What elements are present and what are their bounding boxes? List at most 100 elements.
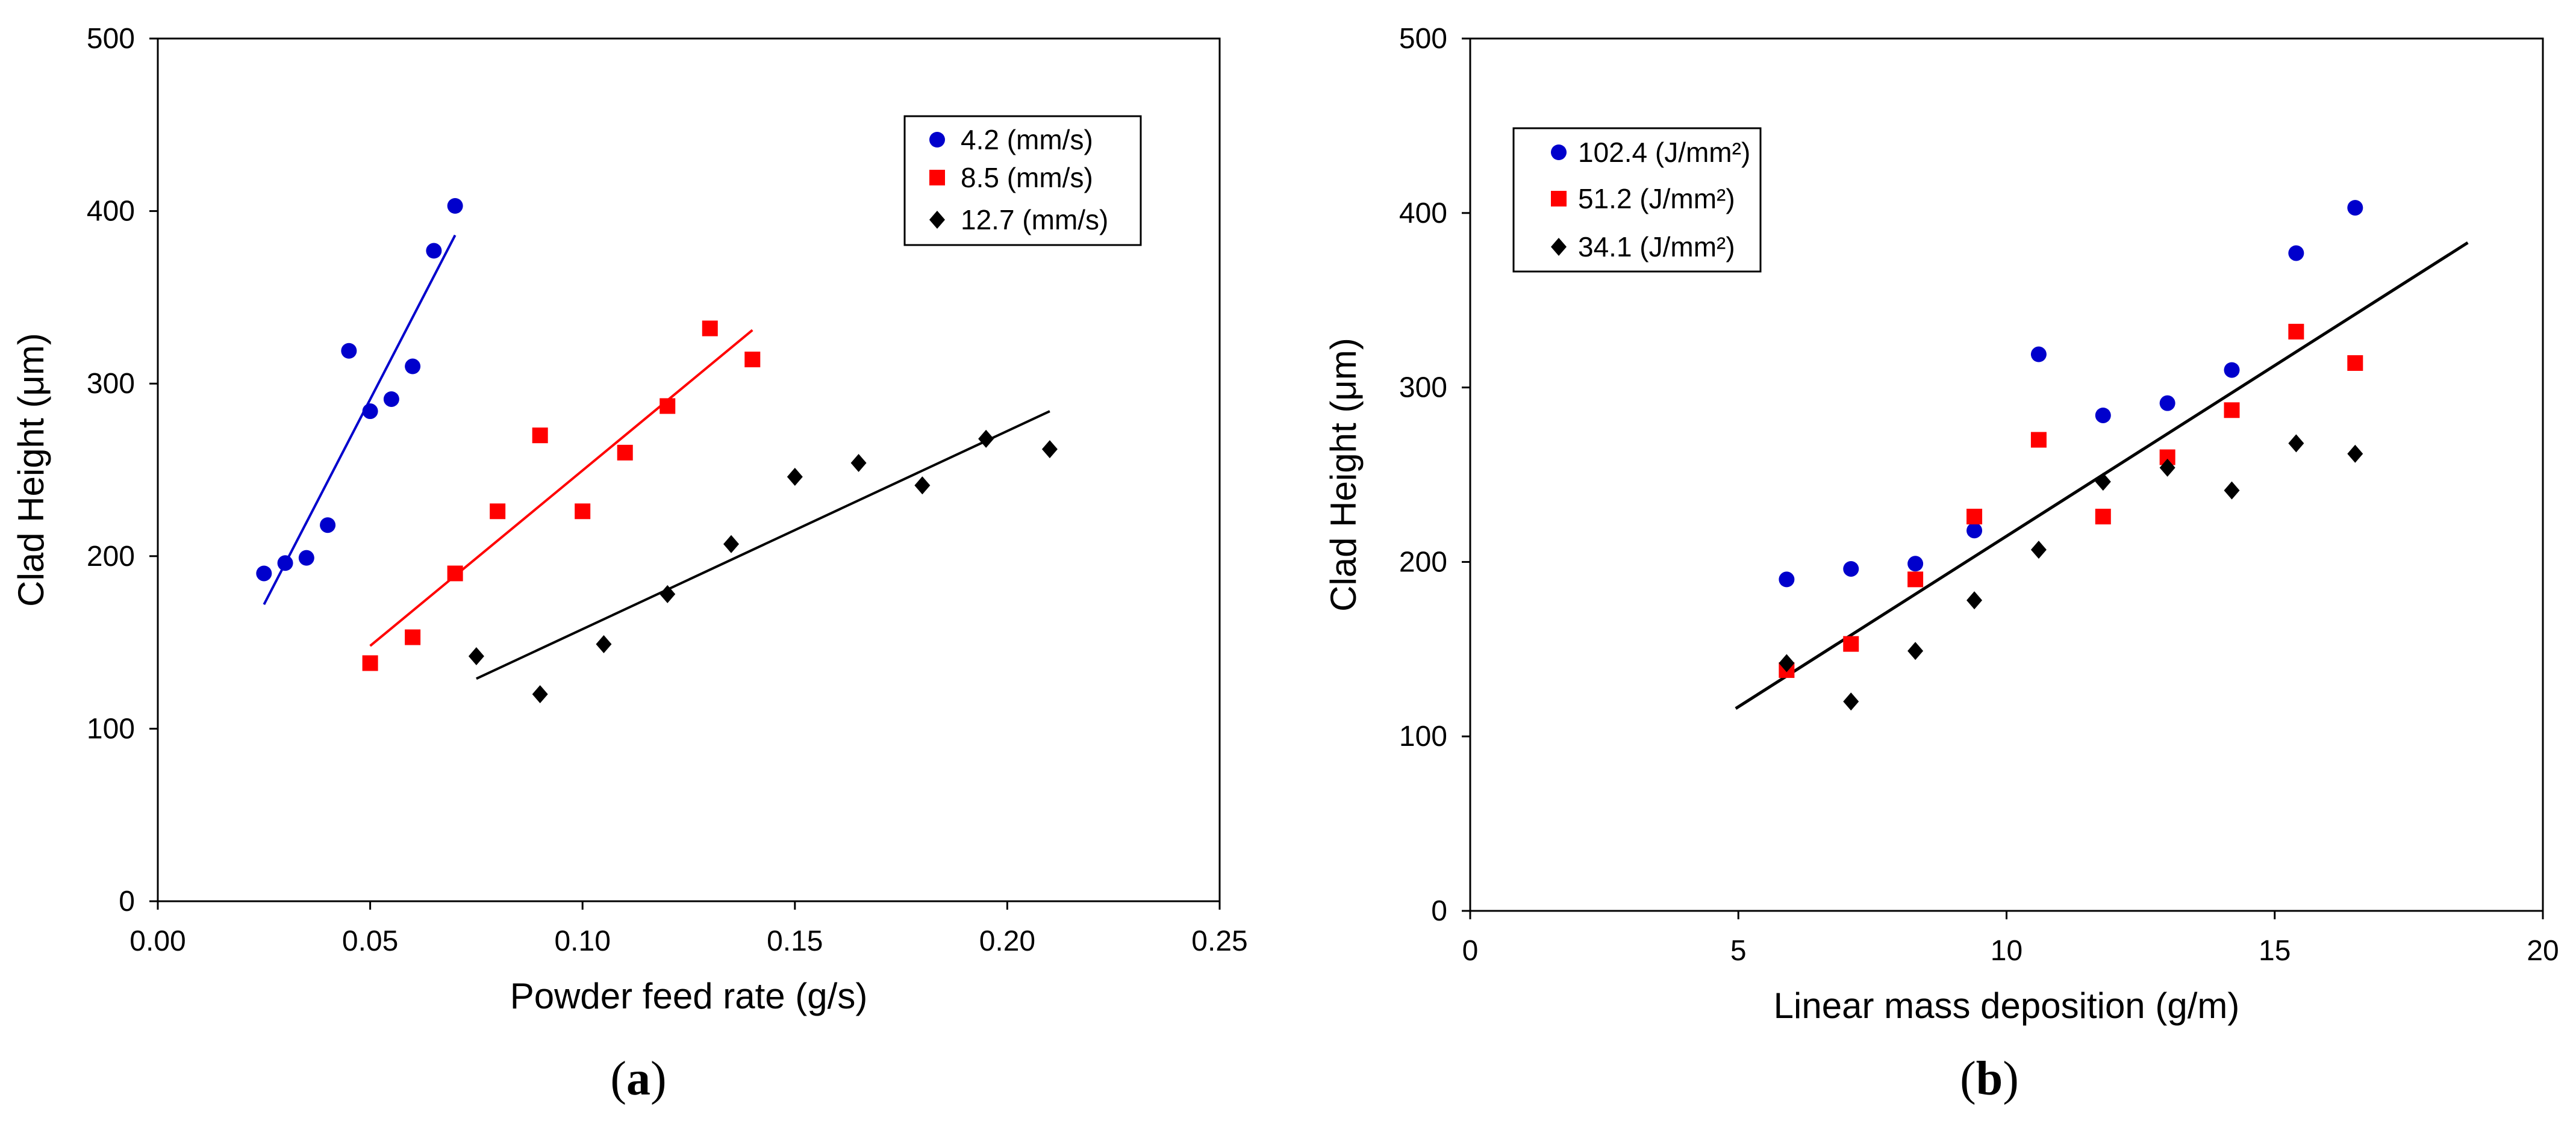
y-tick-label: 500 xyxy=(1399,23,1447,55)
data-point-diamond xyxy=(2288,434,2304,453)
data-point-circle xyxy=(1843,560,1859,577)
caption-letter: a xyxy=(626,1052,650,1105)
legend-marker-circle xyxy=(929,132,945,147)
data-point-square xyxy=(660,398,676,414)
chart-a: 0 100 200 300 400 500 0.00 0.05 0.10 0.15 0.20 0.25… xyxy=(11,23,1248,1105)
x-axis-label: Linear mass deposition (g/m) xyxy=(1774,986,2240,1026)
y-axis-label: Clad Height (μm) xyxy=(11,333,51,607)
data-point-square xyxy=(1966,509,1983,525)
x-tick-label: 0 xyxy=(1462,935,1479,967)
x-axis-label: Powder feed rate (g/s) xyxy=(510,976,868,1016)
data-point-diamond xyxy=(1843,692,1859,711)
data-point-diamond xyxy=(978,429,994,448)
data-point-diamond xyxy=(596,635,612,653)
figure-caption: (a) xyxy=(610,1052,666,1105)
data-point-circle xyxy=(2095,407,2111,423)
data-point-circle xyxy=(383,391,399,407)
legend-label: 4.2 (mm/s) xyxy=(961,124,1093,155)
data-point-diamond xyxy=(2347,444,2363,463)
figure-caption: (b) xyxy=(1960,1052,2019,1105)
data-point-square xyxy=(744,352,761,368)
data-point-circle xyxy=(405,358,421,374)
x-tick-label: 10 xyxy=(1991,935,2022,967)
legend-label: 51.2 (J/mm²) xyxy=(1578,183,1735,214)
data-point-square xyxy=(2288,323,2304,340)
y-tick-label: 300 xyxy=(87,368,135,400)
data-point-diamond xyxy=(2224,481,2240,500)
caption-paren-close: ) xyxy=(2003,1052,2019,1105)
data-point-diamond xyxy=(723,535,740,553)
data-point-square xyxy=(2347,355,2363,371)
caption-paren-open: ( xyxy=(1960,1052,1976,1105)
legend-label: 12.7 (mm/s) xyxy=(961,204,1108,235)
data-point-square xyxy=(447,565,463,582)
data-point-diamond xyxy=(1966,591,1983,610)
legend-label: 34.1 (J/mm²) xyxy=(1578,231,1735,262)
y-tick-label: 200 xyxy=(1399,546,1447,578)
x-tick-label: 0.20 xyxy=(979,925,1035,957)
y-tick-label: 500 xyxy=(87,23,135,55)
y-tick-label: 400 xyxy=(1399,197,1447,229)
y-axis-label: Clad Height (μm) xyxy=(1323,338,1364,612)
data-point-square xyxy=(702,320,718,337)
data-point-circle xyxy=(341,343,357,359)
data-point-circle xyxy=(1966,523,1983,539)
data-point-square xyxy=(405,629,421,645)
y-tick-label: 0 xyxy=(119,886,135,917)
data-point-diamond xyxy=(1041,440,1058,459)
caption-paren-open: ( xyxy=(610,1052,626,1105)
x-tick-label: 20 xyxy=(2527,935,2559,967)
data-point-square xyxy=(1907,571,1924,588)
data-point-circle xyxy=(1907,556,1924,572)
data-point-circle xyxy=(1779,571,1795,588)
data-point-diamond xyxy=(2095,473,2111,491)
data-point-diamond xyxy=(850,454,867,473)
data-point-circle xyxy=(277,555,293,571)
legend-marker-square xyxy=(1551,191,1567,206)
x-tick-label: 0.15 xyxy=(767,925,823,957)
y-tick-label: 100 xyxy=(87,713,135,745)
data-point-circle xyxy=(320,517,336,533)
data-point-square xyxy=(532,427,548,444)
data-point-diamond xyxy=(914,476,931,495)
data-point-circle xyxy=(426,243,442,259)
data-point-square xyxy=(362,655,378,671)
legend-marker-diamond xyxy=(1551,238,1567,256)
data-point-diamond xyxy=(660,585,676,603)
plot-frame xyxy=(157,37,1221,902)
data-point-circle xyxy=(447,198,463,214)
data-point-square xyxy=(575,503,591,520)
legend-marker-diamond xyxy=(929,211,945,229)
legend-label: 102.4 (J/mm²) xyxy=(1578,137,1750,168)
data-point-diamond xyxy=(468,647,484,666)
x-tick-label: 15 xyxy=(2259,935,2291,967)
x-tick-label: 5 xyxy=(1730,935,1747,967)
data-point-diamond xyxy=(2159,458,2175,477)
chart-b: 0 100 200 300 400 500 0 5 10 15 20 Linear mass depo… xyxy=(1323,23,2559,1105)
data-point-circle xyxy=(362,403,378,420)
trend-line-diamond xyxy=(476,410,1050,680)
trend-line-circle xyxy=(263,234,457,605)
data-point-circle xyxy=(2347,200,2363,216)
x-tick-label: 0.10 xyxy=(554,925,610,957)
data-point-square xyxy=(2030,432,2047,448)
data-point-circle xyxy=(2159,395,2175,411)
y-tick-label: 200 xyxy=(87,541,135,573)
y-tick-label: 300 xyxy=(1399,372,1447,404)
data-point-diamond xyxy=(787,467,803,486)
data-point-circle xyxy=(298,550,314,566)
y-tick-label: 0 xyxy=(1431,895,1447,927)
data-point-square xyxy=(2095,509,2111,525)
trend-line-square xyxy=(369,329,753,647)
data-point-diamond xyxy=(1779,654,1795,672)
x-tick-label: 0.05 xyxy=(342,925,398,957)
data-point-square xyxy=(490,503,506,520)
legend-marker-square xyxy=(929,170,945,185)
data-point-diamond xyxy=(2030,541,2047,559)
data-point-circle xyxy=(2224,362,2240,378)
caption-paren-close: ) xyxy=(650,1052,667,1105)
data-point-diamond xyxy=(1907,642,1924,660)
data-point-circle xyxy=(2288,245,2304,261)
data-point-square xyxy=(2224,402,2240,418)
